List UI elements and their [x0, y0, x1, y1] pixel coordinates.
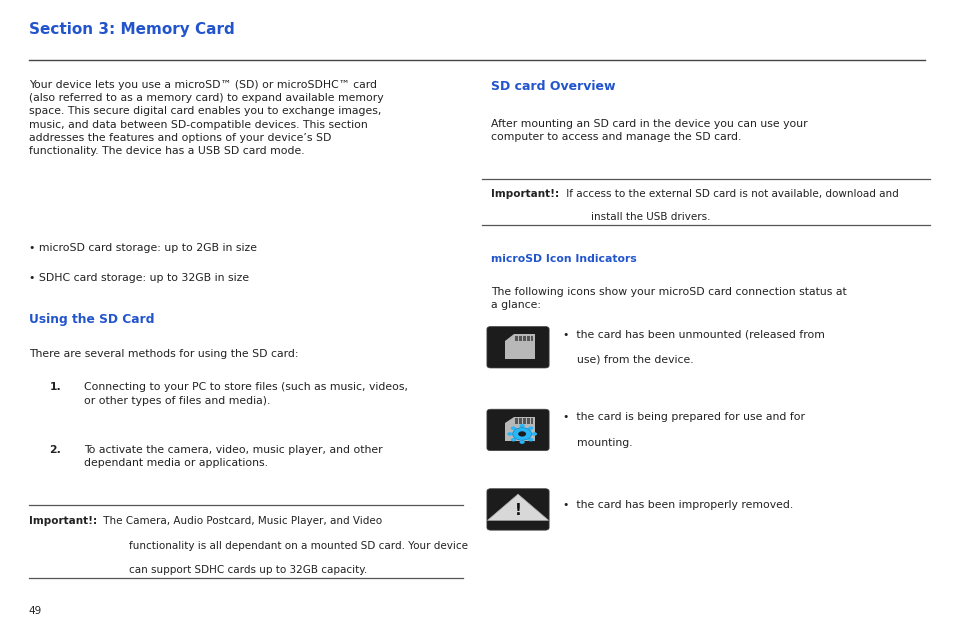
- Text: The Camera, Audio Postcard, Music Player, and Video: The Camera, Audio Postcard, Music Player…: [100, 516, 382, 527]
- Polygon shape: [530, 336, 533, 341]
- Text: Section 3: Memory Card: Section 3: Memory Card: [29, 22, 234, 38]
- Circle shape: [510, 438, 516, 441]
- Text: install the USB drivers.: install the USB drivers.: [591, 212, 710, 223]
- Polygon shape: [530, 418, 533, 424]
- FancyBboxPatch shape: [486, 409, 549, 451]
- Text: Important!:: Important!:: [29, 516, 96, 527]
- FancyBboxPatch shape: [486, 488, 549, 530]
- FancyBboxPatch shape: [486, 326, 549, 368]
- Polygon shape: [522, 336, 525, 341]
- Polygon shape: [504, 335, 534, 359]
- Circle shape: [517, 431, 525, 436]
- Circle shape: [519, 440, 524, 444]
- Circle shape: [528, 438, 533, 441]
- Text: The following icons show your microSD card connection status at
a glance:: The following icons show your microSD ca…: [491, 287, 846, 310]
- Text: can support SDHC cards up to 32GB capacity.: can support SDHC cards up to 32GB capaci…: [129, 565, 367, 575]
- Circle shape: [531, 432, 537, 436]
- Text: •  the card has been improperly removed.: • the card has been improperly removed.: [562, 500, 792, 510]
- Polygon shape: [518, 336, 521, 341]
- Text: • microSD card storage: up to 2GB in size: • microSD card storage: up to 2GB in siz…: [29, 243, 256, 253]
- Text: If access to the external SD card is not available, download and: If access to the external SD card is not…: [562, 189, 898, 199]
- Polygon shape: [504, 417, 534, 441]
- Text: microSD Icon Indicators: microSD Icon Indicators: [491, 254, 637, 264]
- Circle shape: [519, 424, 524, 427]
- Text: SD card Overview: SD card Overview: [491, 80, 616, 92]
- Polygon shape: [518, 418, 521, 424]
- Text: Connecting to your PC to store files (such as music, videos,
or other types of f: Connecting to your PC to store files (su…: [84, 382, 408, 406]
- Circle shape: [512, 427, 531, 440]
- Text: •  the card has been unmounted (released from: • the card has been unmounted (released …: [562, 329, 824, 340]
- Text: Using the SD Card: Using the SD Card: [29, 313, 154, 326]
- Polygon shape: [515, 336, 517, 341]
- Text: functionality is all dependant on a mounted SD card. Your device: functionality is all dependant on a moun…: [129, 541, 467, 551]
- Text: !: !: [514, 503, 521, 518]
- Text: 49: 49: [29, 605, 42, 616]
- Circle shape: [528, 426, 533, 430]
- Text: 1.: 1.: [50, 382, 61, 392]
- Polygon shape: [515, 418, 517, 424]
- Text: After mounting an SD card in the device you can use your
computer to access and : After mounting an SD card in the device …: [491, 119, 807, 142]
- Text: There are several methods for using the SD card:: There are several methods for using the …: [29, 349, 297, 359]
- Polygon shape: [522, 418, 525, 424]
- Text: 2.: 2.: [50, 445, 61, 455]
- Polygon shape: [526, 336, 529, 341]
- Text: mounting.: mounting.: [562, 438, 632, 448]
- Text: • SDHC card storage: up to 32GB in size: • SDHC card storage: up to 32GB in size: [29, 273, 249, 284]
- Text: •  the card is being prepared for use and for: • the card is being prepared for use and…: [562, 412, 804, 422]
- Circle shape: [507, 432, 512, 436]
- Text: use) from the device.: use) from the device.: [562, 355, 693, 365]
- Text: Your device lets you use a microSD™ (SD) or microSDHC™ card
(also referred to as: Your device lets you use a microSD™ (SD)…: [29, 80, 383, 156]
- Text: To activate the camera, video, music player, and other
dependant media or applic: To activate the camera, video, music pla…: [84, 445, 382, 468]
- Polygon shape: [487, 494, 548, 520]
- Circle shape: [510, 426, 516, 430]
- Text: Important!:: Important!:: [491, 189, 558, 199]
- Polygon shape: [526, 418, 529, 424]
